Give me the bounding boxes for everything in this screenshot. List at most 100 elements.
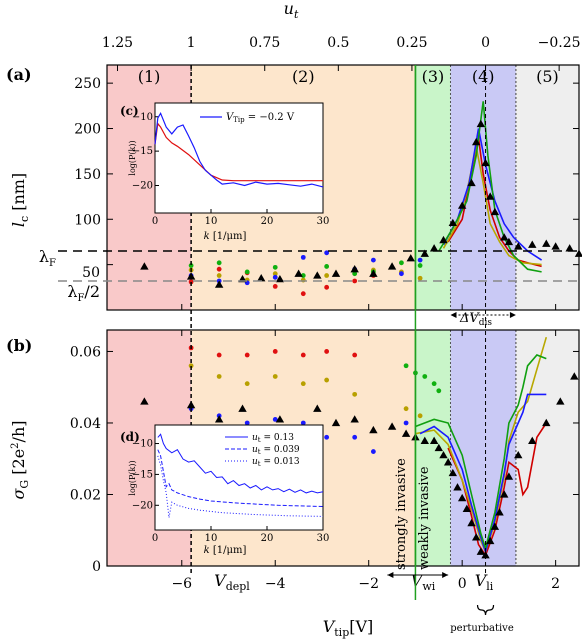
panel-a-dots_green-5 (324, 264, 330, 269)
panel-b-dots_blue-6 (352, 434, 358, 440)
panel-b-triangle-33 (528, 436, 537, 444)
panel-a-dots_red-1 (216, 266, 222, 272)
panel-a-triangle-17 (457, 201, 467, 209)
inset-xtick-label-1: 10 (205, 533, 218, 544)
panel-b-triangle-8 (331, 418, 341, 427)
panel-a-triangle-18 (467, 178, 476, 187)
panel-b-dots_olive-0 (188, 363, 194, 369)
region-b-5 (515, 330, 579, 566)
panel-a-triangle-12 (406, 254, 415, 262)
y-tick-label-b-1: 0.02 (70, 487, 101, 503)
panel-a-dots_olive-1 (216, 273, 222, 278)
panel-a-triangle-24 (500, 233, 509, 241)
panel-b-label: (b) (6, 336, 32, 355)
panel-b-dots_red-6 (352, 352, 358, 358)
panel-a-triangle-7 (313, 271, 322, 279)
inset-c-ylabel: log(P(k)) (128, 140, 137, 175)
panel-b-dots_olive-6 (352, 391, 358, 397)
panel-a-dots_blue-4 (300, 254, 306, 260)
panel-a-triangle-9 (350, 264, 359, 273)
panel-b-triangle-26 (481, 551, 490, 559)
perturbative-brace (476, 604, 495, 616)
panel-b-triangle-14 (420, 436, 429, 444)
panel-a-dots_blue-8 (399, 271, 404, 277)
panel-b-triangle-30 (500, 490, 509, 498)
x-tick-label-2: −2 (358, 576, 379, 592)
panel-b-dots_olive-3 (272, 374, 278, 379)
top-tick-label-1: 1 (187, 35, 196, 51)
panel-b-triangle-3 (238, 404, 247, 412)
inset-c-blue-curve (154, 111, 324, 188)
inset-xtick-label-3: 30 (317, 533, 330, 544)
inset-xtick-label-2: 20 (261, 533, 274, 544)
vdepl-label: Vdepl (214, 571, 250, 593)
panel-a-label: (a) (6, 65, 32, 84)
xlabel: Vtip[V] (323, 617, 374, 639)
panel-b-dots_olive-4 (300, 381, 306, 387)
panel-a-triangle-15 (439, 235, 448, 244)
panel-a-triangle-30 (565, 244, 574, 252)
panel-a-triangle-25 (504, 237, 514, 246)
panel-b-dots_red-4 (300, 352, 306, 358)
top-tick-label-2: 0.75 (249, 35, 280, 51)
panel-a-triangle-29 (551, 242, 560, 250)
weakly-invasive-label: weakly invasive (417, 466, 432, 570)
panel-b-triangle-34 (542, 418, 551, 427)
panel-a-dots_green-9 (417, 263, 423, 268)
panel-b-triangle-9 (350, 415, 359, 423)
inset-ytick-label-1: −15 (132, 469, 153, 480)
panel-b: 00.020.040.06−6 −4 −2 0 2 (70, 329, 580, 592)
panel-a: (1) (2) (3) (4) (5)1.25 1 0.75 0.5 0.25 0 −0.25100… (74, 35, 582, 311)
panel-a-dots_olive-9 (417, 275, 423, 281)
panel-b-dots_red-5 (324, 349, 330, 354)
region-a-5 (515, 65, 579, 310)
panel-b-triangle-23 (467, 518, 476, 527)
panel-a-line-0 (447, 137, 542, 268)
region-b-3 (415, 330, 451, 566)
panel-b-triangle-28 (490, 522, 500, 530)
panel-b-triangle-15 (429, 436, 439, 444)
panel-b-triangle-18 (443, 458, 453, 466)
panel-b-triangle-7 (313, 404, 322, 412)
panel-a-triangle-0 (140, 262, 149, 270)
inset-ytick-label-0: −10 (132, 439, 153, 450)
panel-a-dots_red-5 (324, 284, 330, 290)
vwi-label: Vwi (411, 571, 436, 593)
panel-b-triangle-19 (448, 468, 458, 477)
panel-a-dots_blue-7 (370, 257, 376, 263)
inset-d-xlabel: k [1/μm] (204, 545, 247, 556)
panel-a-dots_red-0 (188, 279, 194, 285)
inset-d-legend-text-1: ut = 0.039 (252, 445, 300, 456)
panel-a-dots_green-8 (399, 260, 404, 266)
panel-b-dots_olive-8 (417, 413, 423, 419)
inset-d-label: (d) (120, 430, 140, 444)
panel-b-triangle-35 (556, 397, 565, 405)
panel-a-triangle-31 (574, 249, 582, 257)
inset-d-legend-text-2: ut = 0.013 (252, 457, 300, 468)
panel-b-dots_green-4 (436, 388, 442, 394)
delta-vdis-label: ΔVdis (459, 311, 492, 328)
y-tick-label-b-0: 0 (92, 559, 101, 575)
inset-frame (154, 102, 324, 214)
panel-b-triangle-32 (514, 450, 523, 459)
panel-a-dots_olive-3 (272, 271, 278, 277)
ylabel-a: lc [nm] (9, 173, 31, 227)
inset-d-legend-text-0: ut = 0.13 (252, 433, 294, 444)
panel-a-line-3 (438, 101, 542, 273)
top-tick-label-4: 0.25 (396, 35, 427, 51)
y-tick-label-a-4: 250 (74, 76, 101, 92)
panel-b-triangle-12 (401, 429, 411, 437)
panel-b-triangle-11 (387, 422, 397, 430)
delta-vdis-arrowhead-left (450, 312, 457, 318)
panel-a-triangle-26 (514, 242, 523, 250)
inset-ytick-label-0: −10 (132, 112, 153, 123)
panel-b-dots_olive-5 (324, 377, 330, 383)
lambda-f-half-label: λF/2 (67, 282, 100, 304)
panel-a-triangle-16 (448, 218, 458, 227)
panel-a-triangle-23 (490, 207, 500, 216)
panel-a-triangle-4 (257, 274, 266, 282)
x-tick-label-1: −4 (265, 576, 286, 592)
x-tick-label-4: 2 (551, 576, 560, 592)
panel-b-line-0 (447, 422, 547, 558)
panel-a-triangle-13 (420, 249, 429, 257)
